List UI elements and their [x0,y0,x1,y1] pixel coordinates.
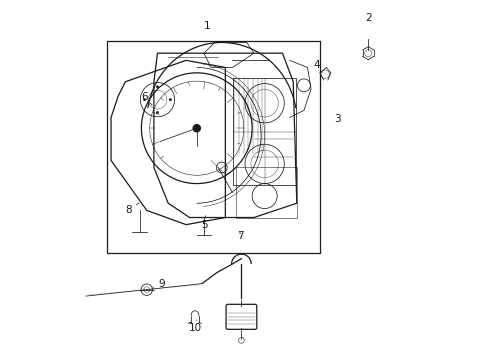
Text: 9: 9 [153,279,166,289]
Text: 3: 3 [335,113,341,123]
Circle shape [169,98,172,101]
Text: 10: 10 [189,320,201,333]
Text: 8: 8 [125,203,139,215]
Text: 5: 5 [202,216,208,230]
Bar [236,167,297,217]
Text: 4: 4 [313,60,322,73]
Bar [233,78,296,185]
Circle shape [156,85,159,88]
Bar [107,41,320,253]
Circle shape [143,98,146,101]
Circle shape [193,125,200,132]
Text: 7: 7 [237,231,244,242]
Text: 6: 6 [141,92,152,105]
Text: 1: 1 [204,21,211,31]
Text: 2: 2 [365,13,371,23]
Circle shape [156,111,159,114]
